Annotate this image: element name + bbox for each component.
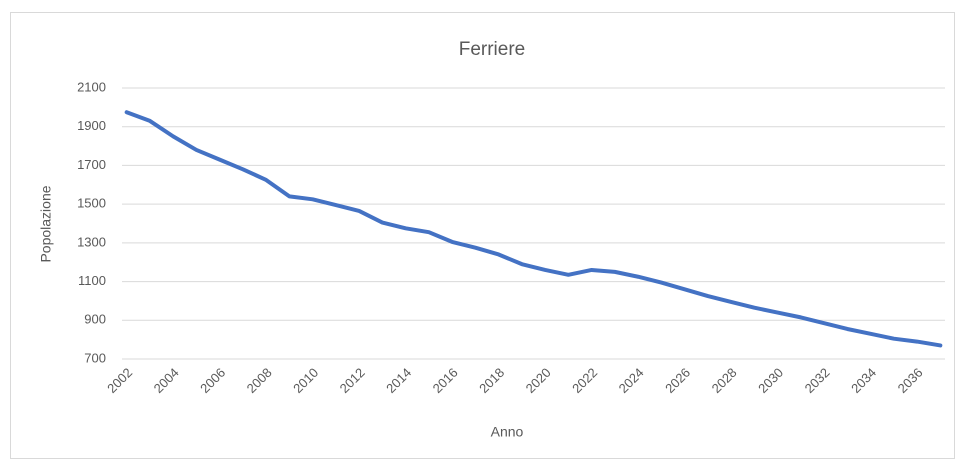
y-tick-label: 1700 [77,157,106,172]
chart-title: Ferriere [459,39,526,60]
y-axis-label: Popolazione [38,185,54,262]
y-tick-label: 700 [84,350,106,365]
y-tick-label: 900 [84,312,106,327]
y-tick-label: 1500 [77,196,106,211]
y-tick-label: 2100 [77,79,106,94]
y-tick-label: 1100 [78,273,106,288]
y-tick-label: 1900 [77,118,106,133]
chart-frame [10,12,955,459]
line [124,110,943,348]
x-axis-label: Anno [491,424,524,440]
y-tick-label: 1300 [77,234,106,249]
